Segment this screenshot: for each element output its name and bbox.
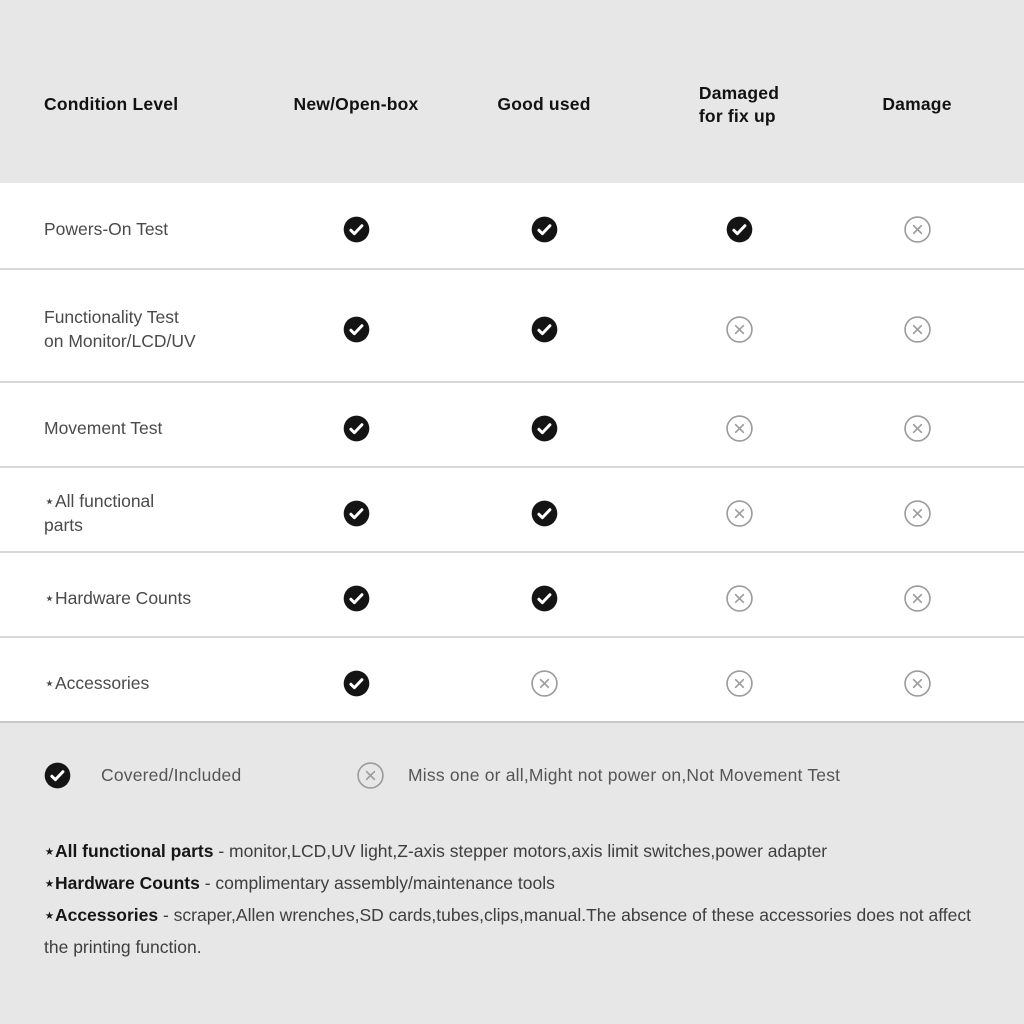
table-row: ⋆Hardware Counts <box>0 551 1024 636</box>
cross-icon <box>725 500 753 527</box>
header-condition-level: Condition Level <box>44 94 179 114</box>
check-icon <box>726 216 752 243</box>
status-cell <box>834 316 1000 343</box>
check-icon <box>343 670 369 697</box>
check-icon <box>531 585 557 612</box>
check-icon <box>44 762 71 789</box>
cross-icon <box>530 670 558 697</box>
status-cell <box>444 500 644 527</box>
row-label: ⋆All functional parts <box>44 491 155 535</box>
status-cell <box>834 415 1000 442</box>
header-new-open-box: New/Open-box <box>293 94 419 115</box>
status-cell <box>834 670 1000 697</box>
status-cell <box>268 670 444 697</box>
footnote-text: - monitor,LCD,UV light,Z-axis stepper mo… <box>218 841 828 861</box>
table-header: Condition Level New/Open-box Good used D… <box>0 0 1024 183</box>
check-icon <box>531 216 557 243</box>
status-cell <box>268 585 444 612</box>
legend-missing-label: Miss one or all,Might not power on,Not M… <box>408 765 841 785</box>
cross-icon <box>903 500 931 527</box>
status-cell <box>268 316 444 343</box>
status-cell <box>268 415 444 442</box>
status-cell <box>444 415 644 442</box>
status-cell <box>444 585 644 612</box>
cross-icon <box>725 316 753 343</box>
cross-icon <box>903 415 931 442</box>
status-cell <box>644 216 834 243</box>
status-cell <box>644 415 834 442</box>
status-cell <box>834 585 1000 612</box>
footnote: ⋆Accessories - scraper,Allen wrenches,SD… <box>44 899 984 963</box>
status-cell <box>644 500 834 527</box>
status-cell <box>268 500 444 527</box>
status-cell <box>644 670 834 697</box>
table-row: Functionality Test on Monitor/LCD/UV <box>0 268 1024 381</box>
footnote-text: - complimentary assembly/maintenance too… <box>204 873 555 893</box>
cross-icon <box>903 585 931 612</box>
status-cell <box>444 316 644 343</box>
check-icon <box>531 316 557 343</box>
row-label: Functionality Test on Monitor/LCD/UV <box>44 307 196 351</box>
footnote-term: ⋆All functional parts <box>44 841 214 861</box>
table-row: ⋆All functional parts <box>0 466 1024 551</box>
cross-icon <box>903 316 931 343</box>
table-body: Powers-On Test Functionality Test on Mon… <box>0 183 1024 723</box>
status-cell <box>444 216 644 243</box>
footnote-text: - scraper,Allen wrenches,SD cards,tubes,… <box>44 905 971 957</box>
legend-cross-icon-holder <box>357 762 384 789</box>
row-label: ⋆Accessories <box>44 672 150 693</box>
cross-icon <box>903 216 931 243</box>
footnotes: ⋆All functional parts - monitor,LCD,UV l… <box>44 835 984 963</box>
status-cell <box>268 216 444 243</box>
status-cell <box>644 316 834 343</box>
check-icon <box>343 415 369 442</box>
header-good-used: Good used <box>497 94 591 115</box>
status-cell <box>644 585 834 612</box>
legend-check-icon-holder <box>44 762 71 789</box>
header-damaged-for-fix-up: Damaged for fix up <box>698 82 780 126</box>
status-cell <box>834 216 1000 243</box>
legend-missing: Miss one or all,Might not power on,Not M… <box>357 762 840 789</box>
status-cell <box>444 670 644 697</box>
table-row: ⋆Accessories <box>0 636 1024 721</box>
row-label: ⋆Hardware Counts <box>44 587 192 608</box>
cross-icon <box>725 670 753 697</box>
row-label: Powers-On Test <box>44 218 169 239</box>
table-row: Powers-On Test <box>0 183 1024 268</box>
cross-icon <box>725 415 753 442</box>
footnote: ⋆Hardware Counts - complimentary assembl… <box>44 867 984 899</box>
check-icon <box>343 500 369 527</box>
footnote-term: ⋆Hardware Counts <box>44 873 200 893</box>
legend: Covered/Included Miss one or all,Might n… <box>44 762 984 789</box>
legend-covered-label: Covered/Included <box>101 765 242 785</box>
status-cell <box>834 500 1000 527</box>
check-icon <box>531 415 557 442</box>
check-icon <box>343 216 369 243</box>
cross-icon <box>357 762 384 789</box>
row-label: Movement Test <box>44 417 163 438</box>
check-icon <box>343 585 369 612</box>
cross-icon <box>903 670 931 697</box>
footnote: ⋆All functional parts - monitor,LCD,UV l… <box>44 835 984 867</box>
check-icon <box>343 316 369 343</box>
legend-covered: Covered/Included <box>44 762 357 789</box>
check-icon <box>531 500 557 527</box>
cross-icon <box>725 585 753 612</box>
footer: Covered/Included Miss one or all,Might n… <box>0 723 1024 963</box>
footnote-term: ⋆Accessories <box>44 905 159 925</box>
header-damage: Damage <box>882 94 952 115</box>
table-row: Movement Test <box>0 381 1024 466</box>
